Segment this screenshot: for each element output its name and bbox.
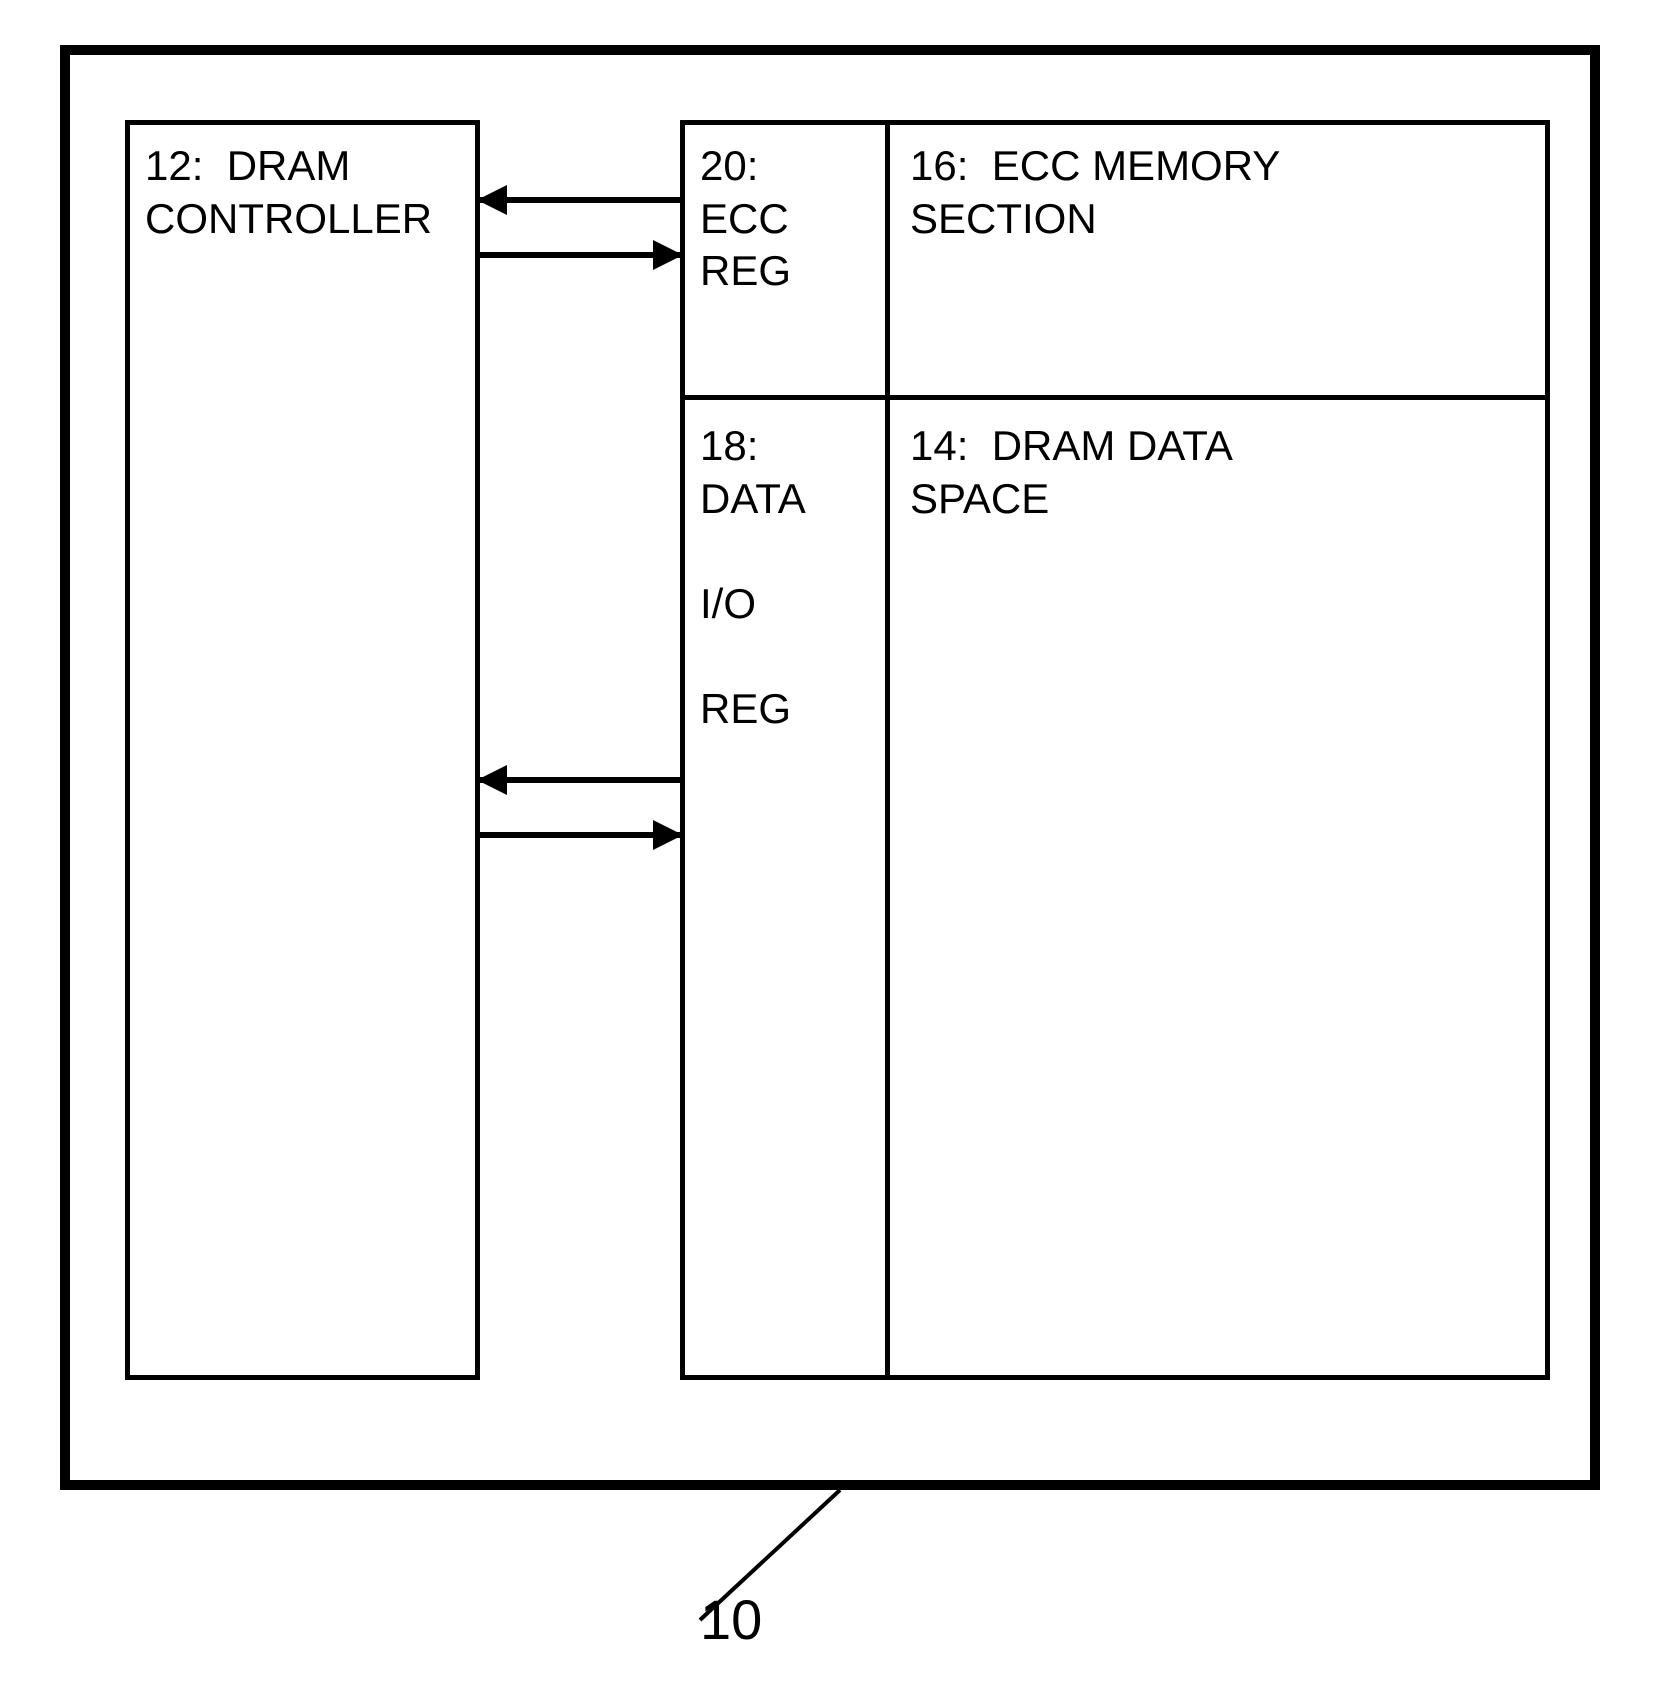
diagram-stage: 12: DRAM CONTROLLER 20: ECC REG 16: ECC … [0, 0, 1670, 1690]
label-ecc-memory: 16: ECC MEMORY SECTION [910, 140, 1280, 245]
label-dram-data: 14: DRAM DATA SPACE [910, 420, 1233, 525]
label-dram-controller: 12: DRAM CONTROLLER [145, 140, 432, 245]
block-memory [680, 120, 1550, 1380]
label-ecc-reg: 20: ECC REG [700, 140, 791, 298]
memory-column-divider [885, 120, 890, 1380]
label-data-io-reg: 18: DATA I/O REG [700, 420, 806, 735]
block-dram-controller [125, 120, 480, 1380]
memory-row-divider [680, 395, 1550, 400]
label-figure-number: 10 [700, 1585, 762, 1655]
